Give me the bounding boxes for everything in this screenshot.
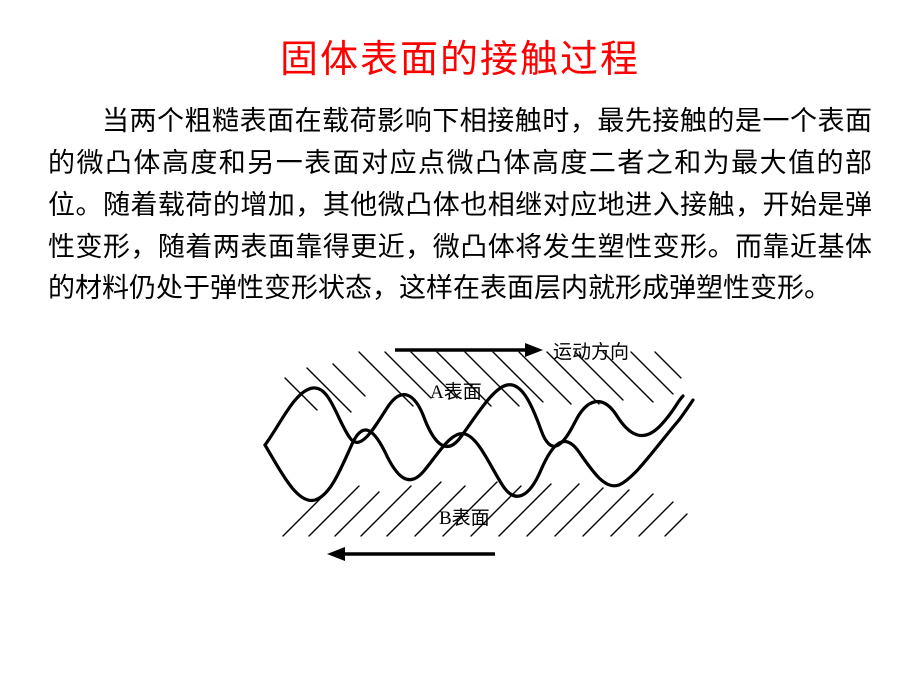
svg-text:运动方向: 运动方向: [553, 341, 629, 363]
diagram-svg: 运动方向 A表面 B表面: [225, 330, 695, 570]
page-title: 固体表面的接触过程: [280, 39, 640, 81]
svg-text:A表面: A表面: [430, 381, 482, 403]
contact-diagram: 运动方向 A表面 B表面: [0, 330, 920, 570]
body-paragraph: 当两个粗糙表面在载荷影响下相接触时，最先接触的是一个表面的微凸体高度和另一表面对…: [0, 101, 920, 310]
page-title-container: 固体表面的接触过程: [0, 0, 920, 101]
svg-text:B表面: B表面: [439, 507, 490, 529]
